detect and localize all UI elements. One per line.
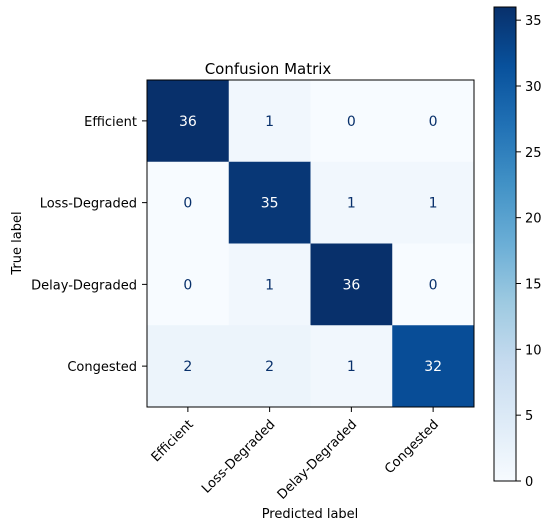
heatmap-cell-r3-c3 bbox=[392, 325, 475, 408]
heatmap-cell-r0-c1 bbox=[228, 80, 311, 163]
cell-value-r3-c0: 2 bbox=[183, 359, 192, 375]
heatmap-cell-r0-c3 bbox=[392, 80, 475, 163]
colorbar-tick-label: 5 bbox=[525, 409, 533, 424]
heatmap-cell-r3-c0 bbox=[147, 325, 230, 408]
cell-value-r0-c3: 0 bbox=[429, 114, 438, 130]
cell-value-r3-c2: 1 bbox=[347, 359, 356, 375]
cell-value-r0-c1: 1 bbox=[265, 114, 274, 130]
cell-value-r2-c2: 36 bbox=[342, 277, 360, 293]
heatmap-cell-r3-c2 bbox=[310, 325, 393, 408]
cell-value-r0-c2: 0 bbox=[347, 114, 356, 130]
cell-value-r1-c3: 1 bbox=[429, 196, 438, 212]
colorbar bbox=[493, 6, 517, 482]
heatmap-cell-values: 36 1 0 0 0 35 1 1 0 1 36 0 2 2 1 32 bbox=[179, 114, 442, 375]
x-axis-label: Predicted label bbox=[262, 507, 359, 522]
colorbar-tick-label: 25 bbox=[525, 146, 542, 161]
y-tick-label: Efficient bbox=[84, 115, 137, 130]
cell-value-r2-c1: 1 bbox=[265, 277, 274, 293]
cell-value-r3-c3: 32 bbox=[424, 359, 442, 375]
heatmap-cell-r1-c0 bbox=[147, 161, 230, 244]
colorbar-tick-label: 0 bbox=[525, 475, 533, 490]
heatmap-cells bbox=[147, 80, 475, 408]
colorbar-tick-label: 20 bbox=[525, 212, 542, 227]
cell-value-r1-c1: 35 bbox=[261, 196, 279, 212]
heatmap-cell-r2-c0 bbox=[147, 243, 230, 326]
y-axis-label: True label bbox=[10, 211, 25, 275]
y-tick-label: Delay-Degraded bbox=[31, 278, 137, 293]
x-tick-label: Delay-Degraded bbox=[275, 417, 360, 502]
colorbar-tick-label: 15 bbox=[525, 278, 542, 293]
x-tick-label: Congested bbox=[382, 417, 442, 477]
heatmap-cell-r0-c0 bbox=[147, 80, 230, 163]
cell-value-r2-c3: 0 bbox=[429, 277, 438, 293]
x-tick-label: Loss-Degraded bbox=[199, 417, 278, 496]
y-axis-ticks: Efficient Loss-Degraded Delay-Degraded Cong… bbox=[31, 115, 147, 375]
plot-frame bbox=[146, 79, 475, 408]
heatmap-cell-r0-c2 bbox=[310, 80, 393, 163]
heatmap-cell-r2-c3 bbox=[392, 243, 475, 326]
cell-value-r2-c0: 0 bbox=[183, 277, 192, 293]
y-tick-label: Congested bbox=[67, 360, 137, 375]
heatmap-cell-r2-c1 bbox=[228, 243, 311, 326]
y-tick-label: Loss-Degraded bbox=[40, 197, 137, 212]
heatmap-cell-r3-c1 bbox=[228, 325, 311, 408]
cell-value-r1-c0: 0 bbox=[183, 196, 192, 212]
heatmap-cell-r1-c1 bbox=[228, 161, 311, 244]
cell-value-r3-c1: 2 bbox=[265, 359, 274, 375]
heatmap-cell-r2-c2 bbox=[310, 243, 393, 326]
colorbar-ticks: 0 5 10 15 20 25 30 35 bbox=[516, 14, 542, 490]
heatmap-cell-r1-c3 bbox=[392, 161, 475, 244]
x-tick-label: Efficient bbox=[149, 417, 197, 465]
heatmap-cell-r1-c2 bbox=[310, 161, 393, 244]
colorbar-tick-label: 35 bbox=[525, 14, 542, 29]
colorbar-tick-label: 10 bbox=[525, 343, 542, 358]
cell-value-r1-c2: 1 bbox=[347, 196, 356, 212]
colorbar-tick-label: 30 bbox=[525, 80, 542, 95]
chart-title: Confusion Matrix bbox=[205, 60, 332, 78]
cell-value-r0-c0: 36 bbox=[179, 114, 197, 130]
